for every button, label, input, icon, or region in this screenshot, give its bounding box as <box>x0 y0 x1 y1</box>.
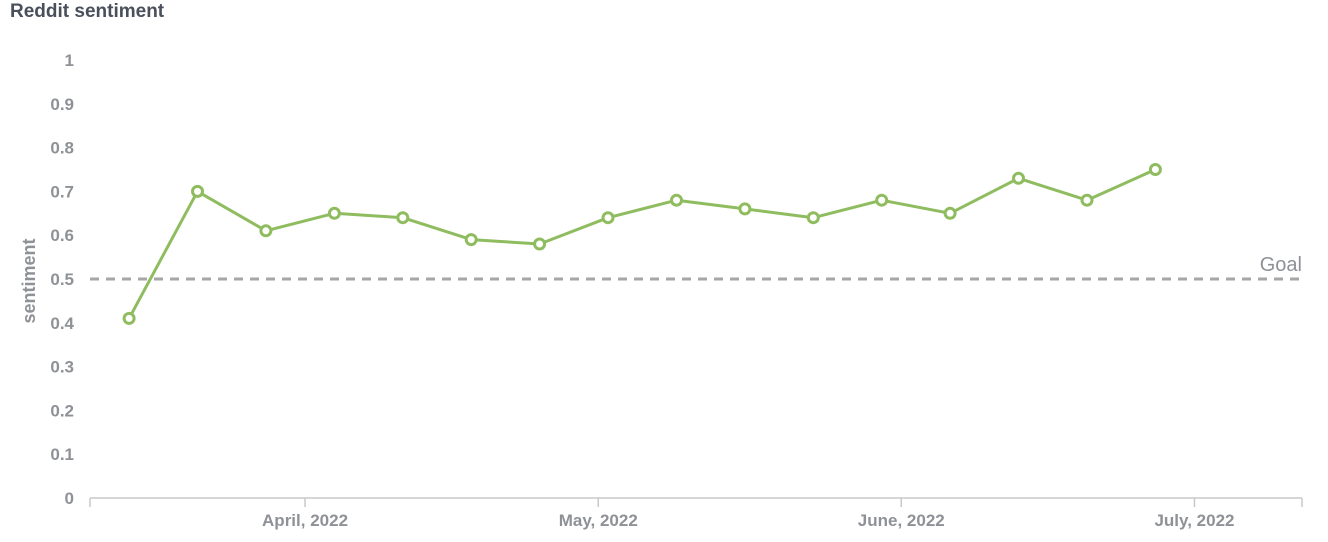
y-tick-label: 0.7 <box>50 182 74 201</box>
x-axis: April, 2022 May, 2022 June, 2022 July, 2022 <box>89 497 1303 530</box>
series-line-path <box>127 168 1157 320</box>
data-point <box>533 237 547 251</box>
data-point <box>327 206 341 220</box>
y-tick-label: 0.3 <box>50 358 74 377</box>
y-tick-label: 0.8 <box>50 139 74 158</box>
y-tick-label: 0.5 <box>50 270 74 289</box>
data-point <box>191 184 204 198</box>
y-axis-ticks: 0 0.1 0.2 0.3 0.4 0.5 0.6 0.7 0.8 0.9 1 <box>50 51 74 508</box>
goal-label: Goal <box>1260 254 1302 276</box>
data-point <box>464 233 478 247</box>
y-tick-label: 0.9 <box>50 95 74 114</box>
y-tick-label: 0.4 <box>50 314 74 333</box>
data-point <box>1012 171 1025 185</box>
data-point <box>1148 163 1162 176</box>
x-tick-label: July, 2022 <box>1154 511 1234 530</box>
x-tick-label: June, 2022 <box>858 511 945 530</box>
y-tick-label: 1 <box>65 51 74 70</box>
series-line <box>122 163 1162 325</box>
x-tick-label: April, 2022 <box>262 511 348 530</box>
y-tick-label: 0.2 <box>50 401 74 420</box>
data-point <box>1080 193 1094 207</box>
data-point <box>806 211 820 225</box>
x-tick-label: May, 2022 <box>559 511 638 530</box>
chart-title: Reddit sentiment <box>10 1 165 22</box>
data-point <box>601 211 615 225</box>
y-tick-label: 0.6 <box>50 226 74 245</box>
y-axis-title: sentiment <box>19 238 39 323</box>
data-point <box>670 193 683 207</box>
data-point <box>875 193 889 207</box>
data-point <box>396 211 410 225</box>
data-point <box>259 224 273 238</box>
y-tick-label: 0 <box>65 489 74 508</box>
data-point <box>122 311 136 325</box>
data-point <box>738 202 752 216</box>
goal-reference: Goal <box>90 254 1302 281</box>
y-tick-label: 0.1 <box>50 445 74 464</box>
data-point <box>943 206 957 220</box>
